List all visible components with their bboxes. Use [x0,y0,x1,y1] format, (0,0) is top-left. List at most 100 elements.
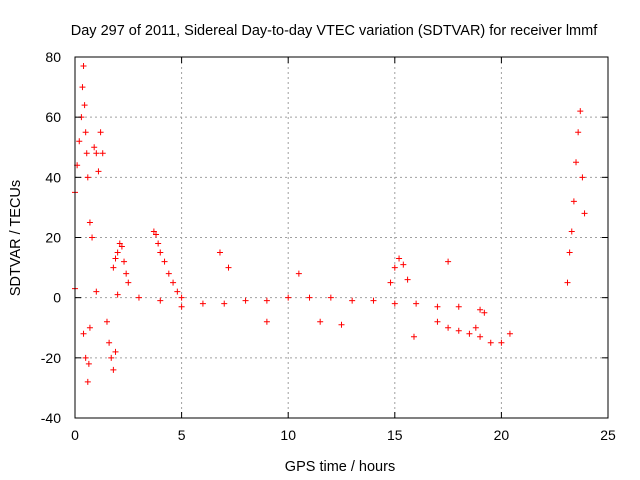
data-point [568,228,575,235]
data-point [370,297,377,304]
data-point [498,339,505,346]
data-point [97,129,104,136]
data-point [150,228,157,235]
data-point [178,303,185,310]
data-point [466,330,473,337]
chart-title: Day 297 of 2011, Sidereal Day-to-day VTE… [71,23,598,39]
y-tick-label: 20 [45,230,61,246]
data-point [178,294,185,301]
data-point [263,297,270,304]
data-point [161,258,168,265]
data-point [110,264,117,271]
data-point [84,174,91,181]
x-tick-label: 10 [280,427,296,443]
series [434,318,513,346]
data-point [564,279,571,286]
data-point [306,294,313,301]
data-point [84,378,91,385]
data-point [391,300,398,307]
data-point [82,129,89,136]
data-point [327,294,334,301]
data-point [506,330,513,337]
data-point [79,84,86,91]
data-point [174,288,181,295]
data-point [570,198,577,205]
data-point [413,300,420,307]
data-point [106,339,113,346]
data-point [93,150,100,157]
y-tick-label: -20 [41,350,61,366]
y-tick-label: 0 [53,290,61,306]
y-tick-label: 40 [45,169,61,185]
series [80,318,119,385]
series [216,249,479,340]
data-point [216,249,223,256]
data-point [396,255,403,262]
data-point [566,249,573,256]
data-point [114,249,121,256]
data-point [455,327,462,334]
data-point [116,240,123,247]
data-point [89,234,96,241]
data-point [121,258,128,265]
data-point [110,366,117,373]
y-tick-label: 80 [45,49,61,65]
data-point [391,264,398,271]
series [72,63,106,241]
data-point [285,294,292,301]
data-point [165,270,172,277]
data-point [86,219,93,226]
x-tick-label: 0 [71,427,79,443]
data-point [80,63,87,70]
data-point [349,297,356,304]
data-point [573,159,580,166]
data-point [86,324,93,331]
data-point [410,333,417,340]
y-axis-label: SDTVAR / TECUs [8,180,24,296]
data-point [112,255,119,262]
data-point [125,279,132,286]
x-tick-label: 25 [600,427,616,443]
data-point [575,129,582,136]
data-point [157,297,164,304]
x-tick-label: 5 [178,427,186,443]
data-point [472,324,479,331]
data-point [400,261,407,268]
data-point [487,339,494,346]
data-point [581,210,588,217]
grid [75,57,608,418]
data-point [93,288,100,295]
data-point [91,144,98,151]
data-point [76,138,83,145]
axis-ticks: 0 5 10 15 20 25 -40 -20 0 20 40 60 80 [41,49,616,443]
data-point [338,321,345,328]
data-point [103,318,110,325]
data-point [118,243,125,250]
data-point [579,174,586,181]
data-point [295,270,302,277]
data-point [112,348,119,355]
series [110,240,132,286]
data-point [225,264,232,271]
data-point [445,324,452,331]
series [72,285,488,316]
data-point [577,108,584,115]
data-point [481,309,488,316]
data-point [82,354,89,361]
data-point [108,354,115,361]
x-axis-label: GPS time / hours [285,459,395,475]
data-point [434,303,441,310]
data-point [114,291,121,298]
data-point [80,330,87,337]
data-point [387,279,394,286]
data-point [81,102,88,109]
data-point [85,360,92,367]
data-point [170,279,177,286]
data-point [242,297,249,304]
data-point [317,318,324,325]
data-point [95,168,102,175]
data-point [404,276,411,283]
data-point [221,300,228,307]
data-point [157,249,164,256]
